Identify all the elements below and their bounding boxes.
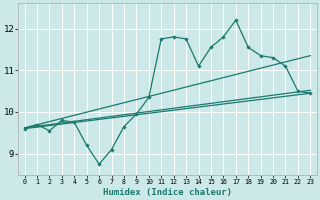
X-axis label: Humidex (Indice chaleur): Humidex (Indice chaleur)	[103, 188, 232, 197]
